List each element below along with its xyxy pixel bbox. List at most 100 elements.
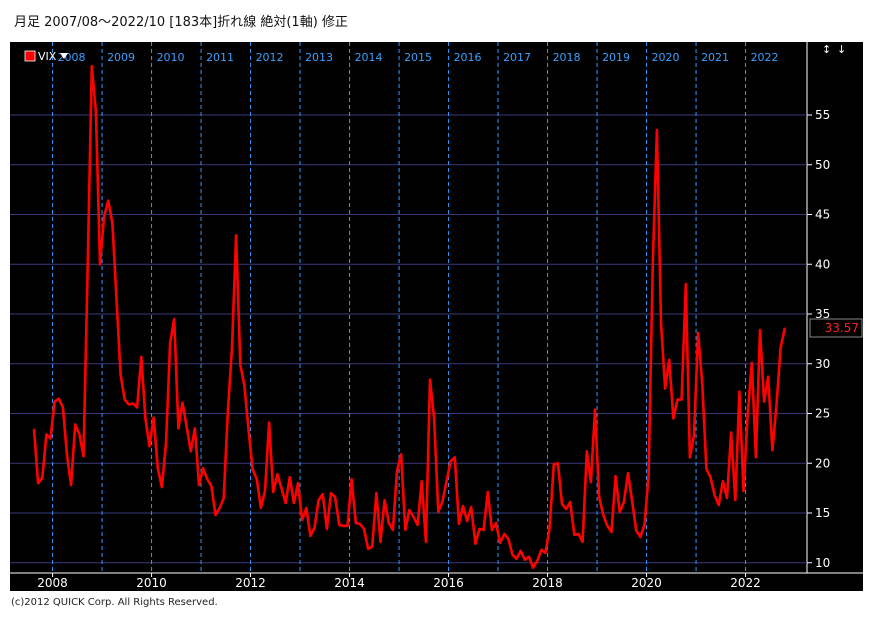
legend[interactable]: VIX: [24, 50, 68, 63]
plot-background: [10, 42, 807, 573]
data-point: [544, 552, 547, 554]
data-point: [247, 428, 250, 431]
data-point: [115, 298, 118, 300]
data-point: [433, 417, 435, 420]
data-point: [222, 497, 225, 499]
x-tick-label: 2010: [136, 576, 167, 590]
data-point: [388, 522, 390, 524]
data-point: [594, 408, 596, 411]
data-point: [784, 327, 786, 330]
data-point: [697, 332, 699, 334]
scroll-updown-icon[interactable]: ↕: [822, 43, 831, 56]
year-label: 2017: [503, 51, 531, 64]
data-point: [342, 525, 345, 527]
data-point: [491, 529, 493, 531]
data-point: [569, 501, 571, 503]
year-label: 2013: [305, 51, 333, 64]
data-point: [664, 387, 666, 390]
data-point: [775, 403, 778, 406]
data-point: [49, 437, 52, 440]
data-point: [618, 511, 621, 513]
data-point: [668, 359, 670, 361]
data-point: [779, 347, 782, 349]
data-point: [161, 486, 163, 488]
data-point: [474, 543, 477, 545]
data-point: [676, 398, 679, 401]
chart-header-title: 月足 2007/08〜2022/10 [183本]折れ線 絶対(1軸) 修正: [14, 15, 348, 30]
data-point: [140, 356, 143, 358]
data-point: [499, 542, 501, 544]
data-point: [416, 524, 419, 526]
data-point: [334, 496, 336, 498]
data-point: [74, 423, 76, 426]
data-point: [276, 473, 279, 476]
data-point: [321, 493, 324, 495]
data-point: [251, 468, 254, 471]
data-point: [326, 528, 328, 530]
data-point: [652, 262, 654, 265]
data-point: [346, 525, 349, 527]
data-point: [511, 554, 514, 556]
data-point: [449, 460, 452, 463]
data-point: [487, 491, 489, 493]
data-point: [705, 468, 708, 471]
data-point: [586, 450, 588, 453]
data-point: [507, 538, 510, 540]
x-tick-label: 2022: [730, 576, 761, 590]
data-point: [713, 494, 716, 496]
data-point: [123, 398, 126, 401]
data-point: [404, 529, 407, 531]
data-point: [408, 509, 411, 511]
data-point: [355, 522, 357, 524]
data-point: [45, 433, 48, 436]
data-point: [631, 500, 633, 502]
data-point: [573, 534, 576, 536]
data-point: [144, 417, 147, 420]
data-point: [445, 480, 448, 483]
year-label: 2021: [701, 51, 729, 64]
data-point: [95, 111, 97, 113]
data-point: [726, 497, 728, 499]
data-point: [313, 527, 316, 529]
data-point: [701, 383, 704, 386]
data-point: [425, 541, 427, 543]
data-point: [462, 505, 464, 507]
data-point: [289, 476, 291, 479]
data-point: [227, 409, 229, 412]
data-point: [392, 529, 394, 531]
data-point: [41, 477, 44, 480]
data-point: [367, 548, 369, 550]
y-tick-label: 55: [815, 108, 830, 122]
scroll-buttons[interactable]: ↕ ↓: [822, 43, 846, 56]
data-point: [305, 507, 308, 509]
data-point: [759, 329, 761, 331]
data-point: [763, 400, 765, 403]
data-point: [643, 524, 646, 526]
year-label: 2012: [256, 51, 284, 64]
data-point: [751, 362, 753, 364]
data-point: [136, 406, 138, 409]
year-label: 2008: [58, 51, 86, 64]
year-label: 2019: [602, 51, 630, 64]
copyright-notice: (c)2012 QUICK Corp. All Rights Reserved.: [11, 597, 218, 608]
data-point: [62, 406, 64, 409]
data-point: [231, 347, 233, 349]
y-ticks-layer: 10 15 20 25 30 35 40 45 50 55: [807, 108, 830, 570]
scroll-down-icon[interactable]: ↓: [837, 43, 846, 56]
data-point: [755, 456, 757, 459]
data-point: [338, 524, 341, 526]
data-point: [680, 398, 683, 401]
data-point: [194, 427, 196, 430]
data-point: [37, 482, 39, 484]
legend-dropdown-icon[interactable]: [60, 53, 68, 59]
data-point: [70, 484, 72, 486]
data-point: [738, 390, 741, 393]
data-point: [722, 480, 724, 483]
data-point: [243, 384, 246, 387]
data-point: [689, 456, 691, 459]
data-point: [557, 462, 559, 465]
year-label: 2015: [404, 51, 432, 64]
data-point: [606, 525, 609, 527]
x-axis-panel: [10, 573, 863, 591]
